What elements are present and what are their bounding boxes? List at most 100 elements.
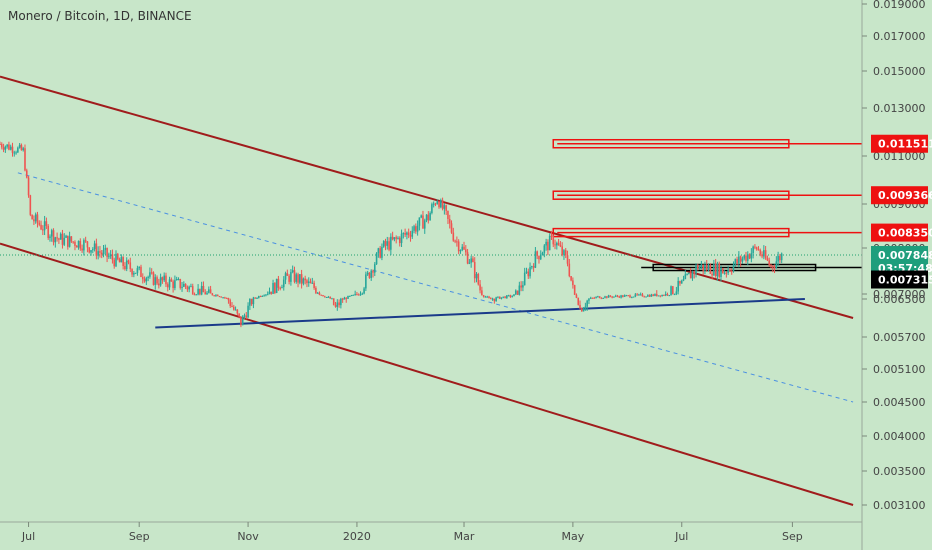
candle-body xyxy=(243,315,246,317)
candle-body xyxy=(768,260,770,265)
candle-body xyxy=(15,152,17,154)
candle-body xyxy=(777,255,779,262)
candle-body xyxy=(436,201,439,204)
channel-lower-trendline[interactable] xyxy=(0,242,854,506)
y-tick-label: 0.005100 xyxy=(873,363,926,376)
candle-body xyxy=(213,295,215,297)
candle-body xyxy=(27,177,30,196)
candle-body xyxy=(454,240,456,242)
candle-body xyxy=(252,297,255,305)
candle-body xyxy=(721,268,724,274)
candle-body xyxy=(415,226,417,232)
candle-body xyxy=(543,245,546,253)
candle-body xyxy=(58,238,60,240)
candle-body xyxy=(500,297,503,299)
candle-body xyxy=(341,298,344,300)
candle-body xyxy=(514,290,517,295)
candle-body xyxy=(375,253,378,265)
candle-body xyxy=(723,272,726,274)
candle-body xyxy=(229,300,232,306)
candle-body xyxy=(77,240,80,248)
candle-body xyxy=(382,241,385,247)
candles-layer xyxy=(0,141,783,328)
candle-body xyxy=(81,248,83,251)
candle-body xyxy=(638,294,640,296)
candle-body xyxy=(755,247,758,250)
candle-body xyxy=(713,264,715,276)
candle-body xyxy=(679,280,681,284)
support-trendline[interactable] xyxy=(155,298,805,329)
candle-body xyxy=(161,277,164,281)
candle-body xyxy=(622,295,624,297)
candle-body xyxy=(472,258,474,263)
candle-body xyxy=(111,254,114,260)
candle-body xyxy=(363,288,365,294)
candle-body xyxy=(532,266,535,268)
time-axis[interactable]: Jul Sep Nov 2020 Mar May Jul Sep xyxy=(21,522,803,543)
candle-body xyxy=(183,283,185,287)
candle-body xyxy=(4,146,7,150)
candle-body xyxy=(763,250,765,257)
candle-body xyxy=(406,232,408,235)
candle-body xyxy=(120,257,123,263)
candle-body xyxy=(680,280,683,284)
candle-body xyxy=(525,271,528,273)
candle-body xyxy=(159,277,162,286)
candle-body xyxy=(133,273,135,275)
candle-body xyxy=(479,284,481,291)
drawings-layer[interactable] xyxy=(0,75,862,506)
x-tick-label: Sep xyxy=(782,530,803,543)
candle-body xyxy=(127,260,130,263)
candle-body xyxy=(316,292,319,294)
candle-body xyxy=(47,225,49,238)
candle-body xyxy=(93,243,96,250)
candle-body xyxy=(675,291,678,295)
x-tick-label: May xyxy=(562,530,585,543)
candle-body xyxy=(764,250,767,259)
candle-body xyxy=(124,265,126,270)
candle-body xyxy=(336,302,339,307)
candle-body xyxy=(116,253,119,260)
candle-body xyxy=(445,205,447,211)
mid-dashed-trendline[interactable] xyxy=(17,172,854,403)
candle-body xyxy=(31,214,33,220)
y-tick-label: 0.004000 xyxy=(873,430,926,443)
candle-body xyxy=(0,144,3,148)
candle-body xyxy=(677,280,679,292)
candle-body xyxy=(600,298,603,300)
candle-body xyxy=(447,210,449,219)
candle-body xyxy=(263,295,265,297)
candle-body xyxy=(652,294,654,296)
candle-body xyxy=(313,282,315,288)
candle-body xyxy=(352,294,355,296)
price-label-tag xyxy=(871,186,928,205)
candle-body xyxy=(725,272,728,274)
candle-body xyxy=(206,292,208,295)
candle-body xyxy=(473,262,476,279)
candle-body xyxy=(589,297,592,299)
candle-body xyxy=(443,205,446,209)
candle-body xyxy=(730,271,733,273)
candle-body xyxy=(605,296,608,298)
candle-body xyxy=(43,221,46,231)
channel-upper-trendline[interactable] xyxy=(0,75,854,319)
candle-body xyxy=(557,242,560,246)
price-axis[interactable]: 0.019000 0.017000 0.015000 0.013000 0.011000… xyxy=(862,0,926,512)
candle-body xyxy=(620,295,622,298)
candle-body xyxy=(36,214,39,223)
y-tick-label: 0.007000 xyxy=(873,288,926,301)
candle-body xyxy=(388,241,390,250)
candle-body xyxy=(338,302,340,306)
candle-body xyxy=(279,287,281,289)
candle-body xyxy=(636,294,638,296)
candle-body xyxy=(420,215,422,218)
candle-body xyxy=(277,278,280,288)
candle-body xyxy=(315,287,317,294)
candle-body xyxy=(780,253,783,261)
candle-body xyxy=(109,254,112,257)
candle-body xyxy=(397,237,399,239)
candle-body xyxy=(441,200,444,209)
candle-body xyxy=(757,249,760,251)
